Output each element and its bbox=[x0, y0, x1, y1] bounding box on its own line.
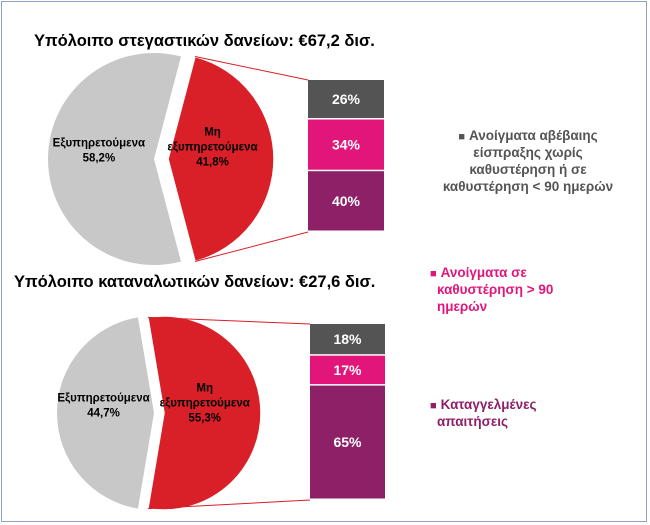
pie-label-non-serviced: εξυπηρετούμενα bbox=[160, 398, 250, 410]
pie-slice-serviced bbox=[57, 317, 154, 509]
legend-text: ■ Ανοίγματα αβέβαιης bbox=[458, 128, 597, 143]
connector-line-top bbox=[147, 316, 311, 325]
pie-label-serviced: 44,7% bbox=[87, 407, 120, 419]
legend-marker: ■ bbox=[458, 131, 465, 143]
bar-segment bbox=[308, 171, 384, 231]
legend-label-line: Ανοίγματα αβέβαιης bbox=[469, 128, 598, 143]
legend-text: καθυστέρηση < 90 ημερών bbox=[443, 179, 613, 194]
legend-text: ημερών bbox=[437, 299, 487, 314]
bar-segment bbox=[310, 355, 385, 385]
pie-label-non-serviced: εξυπηρετούμενα bbox=[167, 142, 257, 154]
pie-label-serviced: Εξυπηρετούμενα bbox=[53, 137, 145, 149]
connector-line-bottom bbox=[147, 499, 311, 510]
pie-label-serviced: Εξυπηρετούμενα bbox=[57, 392, 149, 404]
legend-text: καθυστέρηση ή σε bbox=[469, 162, 587, 177]
legend-text: απαιτήσεις bbox=[437, 414, 508, 429]
connector-line-bottom bbox=[194, 231, 309, 262]
pie-slice-non-serviced bbox=[167, 55, 275, 263]
bar-segment bbox=[310, 324, 385, 355]
bar-segment bbox=[308, 119, 384, 170]
legend-label-line: Ανοίγματα σε bbox=[441, 265, 528, 280]
pie-label-non-serviced: 41,8% bbox=[196, 157, 229, 169]
legend-label-line: Καταγγελμένες bbox=[441, 397, 537, 412]
bar-segment-label: 17% bbox=[333, 362, 362, 378]
bar-segment-label: 34% bbox=[332, 137, 361, 153]
bar-segment bbox=[310, 385, 385, 499]
bar-segment-label: 65% bbox=[333, 434, 362, 450]
bar-segment bbox=[308, 80, 384, 119]
legend-marker: ■ bbox=[430, 400, 437, 412]
pie-slice-non-serviced bbox=[147, 315, 262, 511]
legend-text: ■ Καταγγελμένες bbox=[430, 397, 537, 412]
pie-slice-serviced bbox=[48, 53, 182, 266]
legend-text: ■ Ανοίγματα σε bbox=[430, 265, 527, 280]
chart-title: Υπόλοιπο καταναλωτικών δανείων: €27,6 δι… bbox=[14, 273, 375, 291]
bar-segment-label: 40% bbox=[332, 193, 361, 209]
connector-line-top bbox=[194, 56, 309, 81]
legend-text: είσπραξης χωρίς bbox=[473, 145, 582, 160]
chart-title: Υπόλοιπο στεγαστικών δανείων: €67,2 δισ. bbox=[34, 32, 375, 50]
legend-text: καθυστέρηση > 90 bbox=[437, 282, 553, 297]
pie-label-non-serviced: Μη bbox=[196, 383, 213, 395]
bar-segment-label: 18% bbox=[333, 331, 362, 347]
bar-segment-label: 26% bbox=[332, 91, 361, 107]
legend-marker: ■ bbox=[430, 268, 437, 280]
pie-label-non-serviced: 55,3% bbox=[188, 413, 221, 425]
pie-label-non-serviced: Μη bbox=[204, 127, 221, 139]
pie-label-serviced: 58,2% bbox=[83, 152, 116, 164]
